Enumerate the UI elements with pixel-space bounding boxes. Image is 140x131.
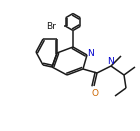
Text: Br: Br [46,22,56,31]
Text: N: N [88,50,94,59]
Text: O: O [92,89,99,97]
Text: N: N [108,56,114,66]
